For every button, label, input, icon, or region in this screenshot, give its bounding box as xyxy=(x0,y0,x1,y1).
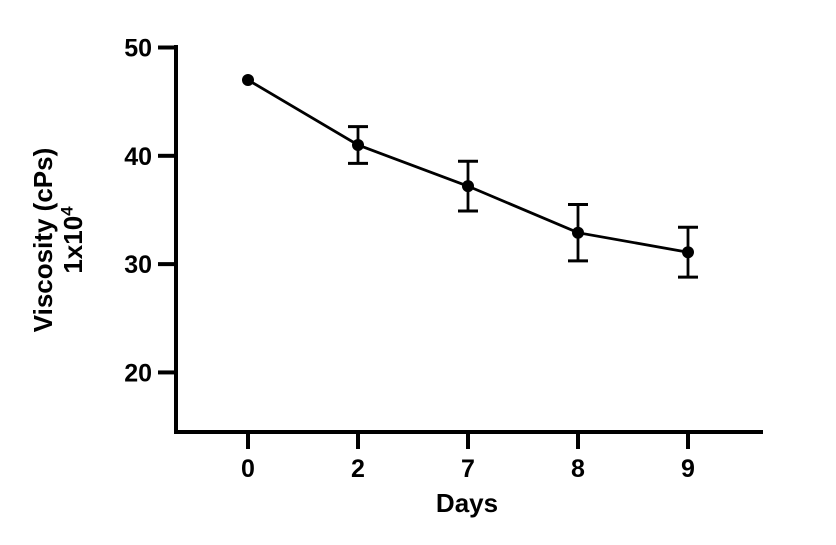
x-tick-label: 2 xyxy=(351,455,365,483)
y-tick-label: 20 xyxy=(124,359,152,387)
data-point xyxy=(352,138,364,151)
data-point xyxy=(242,73,254,86)
y-tick-label: 40 xyxy=(124,143,152,171)
y-tick-label: 30 xyxy=(124,251,152,279)
data-point xyxy=(682,246,694,259)
data-point xyxy=(462,180,474,193)
x-axis-title: Days xyxy=(435,488,499,518)
x-tick-label: 7 xyxy=(461,455,475,483)
y-axis-title-line1: Viscosity (cPs) xyxy=(28,147,58,333)
x-tick-label: 8 xyxy=(571,455,585,483)
y-axis-title-line2: 1x104 xyxy=(57,90,88,390)
y-axis-title-exponent: 4 xyxy=(57,206,77,216)
x-tick-label: 0 xyxy=(241,455,255,483)
y-tick-label: 50 xyxy=(124,35,152,63)
data-point xyxy=(572,226,584,239)
x-tick-label: 9 xyxy=(681,455,695,483)
y-axis-title-base: 1x10 xyxy=(58,215,88,274)
y-axis-title: Viscosity (cPs) 1x104 xyxy=(26,90,90,390)
